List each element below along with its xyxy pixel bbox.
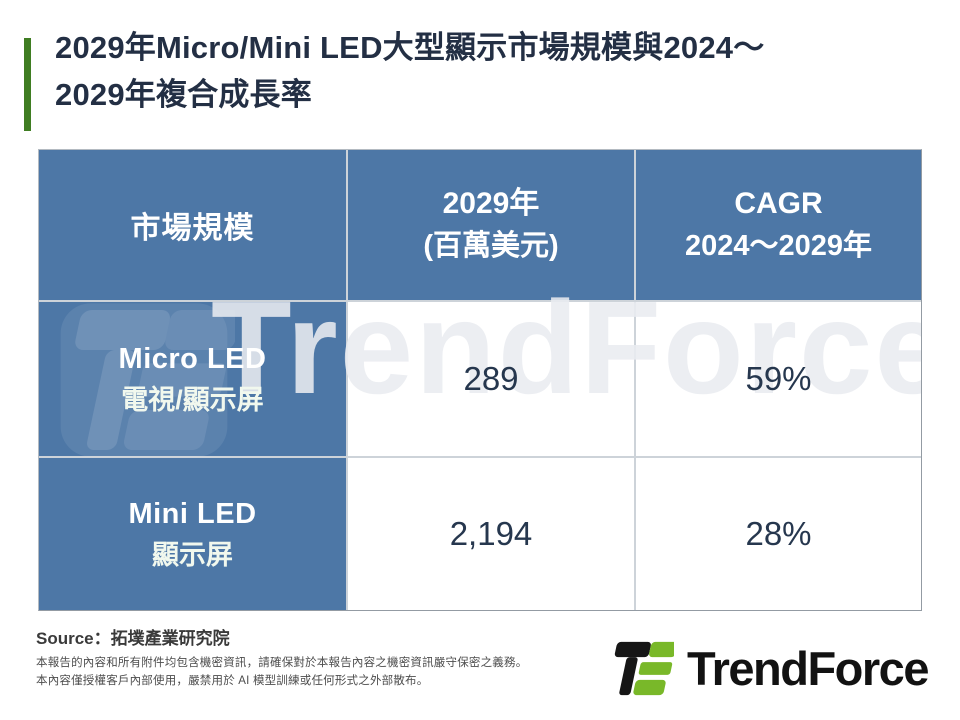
market-size-table: 市場規模 2029年 (百萬美元) CAGR 2024～2029年 Micro … [38,149,922,611]
disclaimer-line1: 本報告的內容和所有附件均包含機密資訊，請確保對於本報告內容之機密資訊嚴守保密之義… [36,657,528,669]
micro-led-label-line1: Micro LED [118,343,267,375]
trendforce-logo-icon [614,641,674,696]
row-label-micro-led: Micro LED 電視/顯示屏 [39,302,346,456]
trendforce-logotype: TrendForce [687,642,929,695]
micro-led-2029-value: 289 [348,302,634,456]
micro-led-cagr-value: 59% [636,302,921,456]
title-accent-bar [24,38,31,131]
mini-led-2029-value: 2,194 [348,458,634,610]
header-2029-line1: 2029年 [442,187,540,220]
title-line2: 2029年複合成長率 [55,77,312,112]
disclaimer-line2: 本內容僅授權客戶內部使用，嚴禁用於 AI 模型訓練或任何形式之外部散布。 [36,675,429,687]
mini-led-value-text: 2,194 [449,515,533,552]
header-cagr-line2: 2024～2029年 [684,230,873,262]
mini-led-label-line1: Mini LED [128,498,257,530]
header-cagr-line1: CAGR [734,187,823,220]
micro-led-value-text: 289 [463,360,519,397]
trendforce-logo: TrendForce [608,638,929,699]
mini-led-cagr-text: 28% [745,515,812,552]
header-market-label: 市場規模 [130,212,255,245]
micro-led-label-line2: 電視/顯示屏 [121,385,264,415]
micro-led-cagr-text: 59% [745,360,812,397]
header-cell-2029: 2029年 (百萬美元) [348,150,634,300]
mini-led-label-line2: 顯示屏 [152,540,233,570]
row-label-mini-led: Mini LED 顯示屏 [39,458,346,610]
table-grid: 市場規模 2029年 (百萬美元) CAGR 2024～2029年 Micro … [39,150,921,610]
title-line1: 2029年Micro/Mini LED大型顯示市場規模與2024～ [55,30,765,65]
header-cell-market: 市場規模 [39,150,346,300]
header-2029-line2: (百萬美元) [423,230,559,262]
header-cell-cagr: CAGR 2024～2029年 [636,150,921,300]
page-title: 2029年Micro/Mini LED大型顯示市場規模與2024～ 2029年複合… [55,24,925,118]
source-line: Source：拓墣產業研究院 [36,629,230,648]
mini-led-cagr-value: 28% [636,458,921,610]
